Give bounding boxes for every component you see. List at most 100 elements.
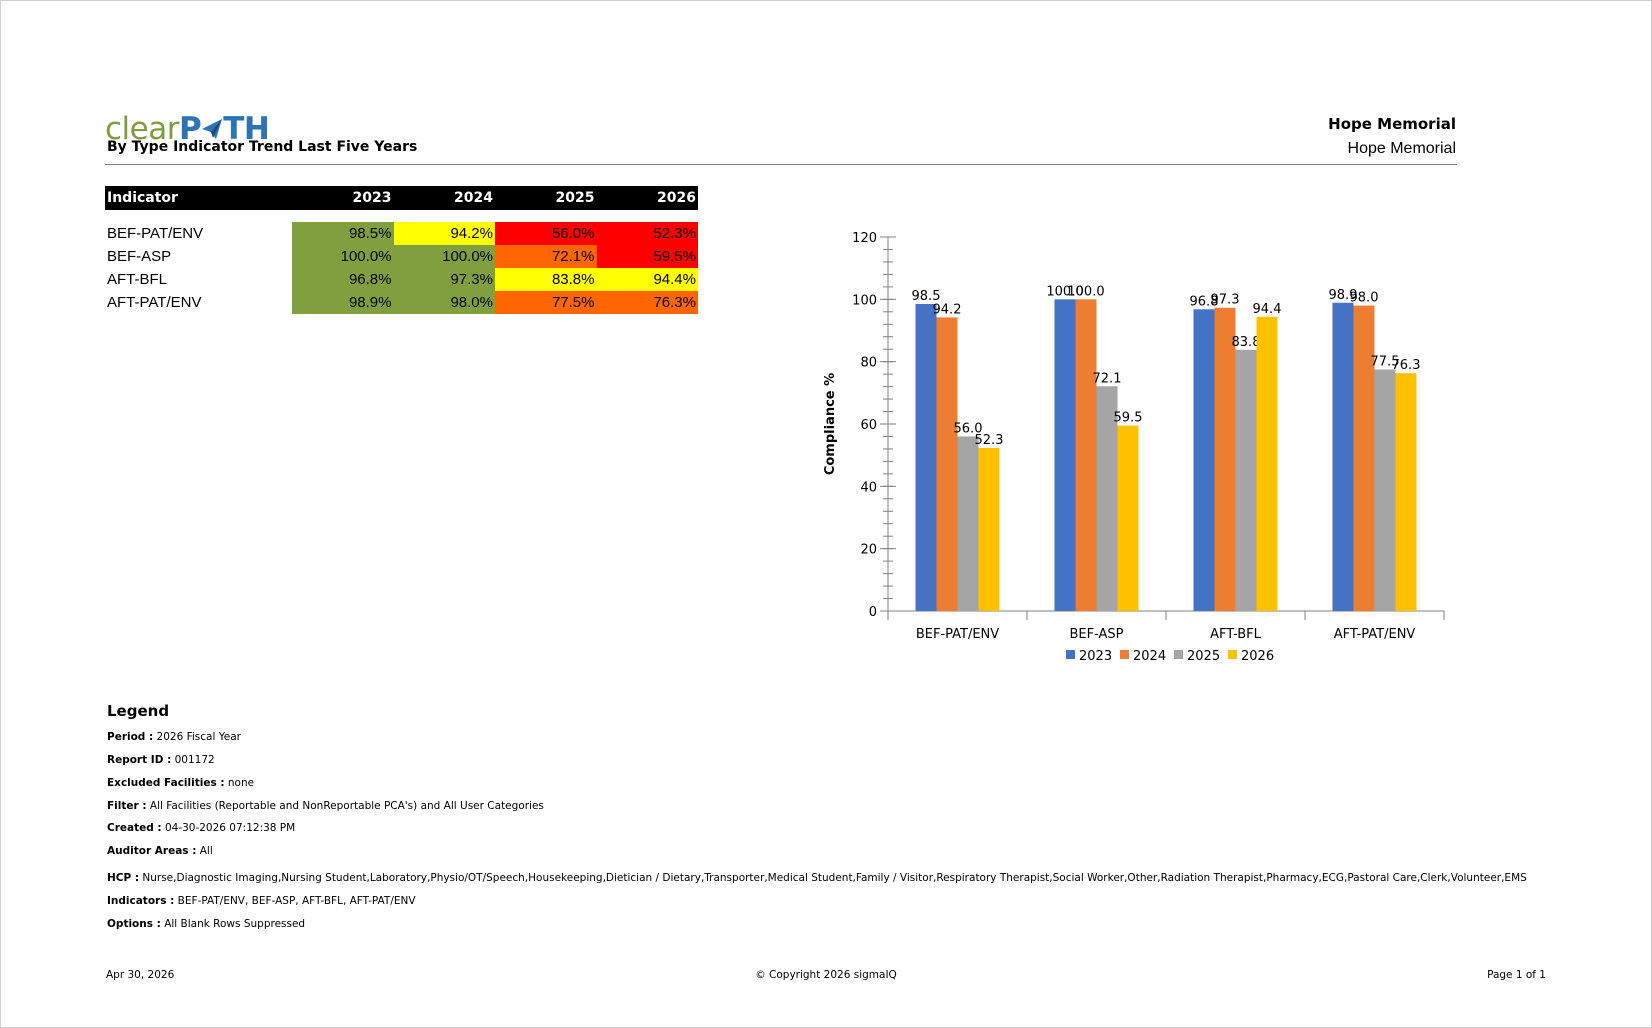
- logo-text-clear: clear: [105, 111, 179, 147]
- report-title: By Type Indicator Trend Last Five Years: [107, 139, 418, 155]
- legend-value: 001172: [174, 754, 215, 766]
- indicator-name: BEF-PAT/ENV: [107, 225, 204, 242]
- compliance-cell: 76.3%: [596, 291, 698, 314]
- legend-value: BEF-PAT/ENV, BEF-ASP, AFT-BFL, AFT-PAT/E…: [177, 895, 416, 907]
- bar: [915, 304, 937, 611]
- legend-key: Period :: [107, 731, 154, 743]
- header-year: 2024: [454, 190, 493, 206]
- data-label: 98.5: [912, 289, 941, 304]
- y-tick-label: 100: [852, 293, 877, 308]
- x-tick-label: AFT-PAT/ENV: [1334, 627, 1416, 642]
- compliance-cell: 96.8%: [292, 268, 394, 291]
- indicator-table: Indicator 2023 2024 2025 2026 BEF-PAT/EN…: [105, 186, 698, 314]
- bar: [1332, 302, 1354, 611]
- legend-key: HCP :: [107, 872, 140, 884]
- compliance-cell: 59.5%: [596, 245, 698, 268]
- data-label: 98.0: [1350, 291, 1379, 306]
- data-label: 98.9: [1329, 288, 1358, 303]
- x-tick-label: BEF-PAT/ENV: [916, 627, 999, 642]
- paper-plane-icon: [202, 119, 223, 139]
- indicator-name: BEF-ASP: [107, 248, 172, 265]
- legend-swatch: [1120, 650, 1129, 659]
- compliance-cell: 94.4%: [596, 268, 698, 291]
- legend-value: All: [199, 845, 213, 857]
- y-tick-label: 80: [860, 356, 877, 371]
- facility-subtitle: Hope Memorial: [1347, 140, 1456, 157]
- legend-key: Filter :: [107, 800, 147, 812]
- bar: [1117, 425, 1139, 611]
- y-tick-label: 120: [852, 231, 877, 246]
- legend-value: All Blank Rows Suppressed: [164, 918, 306, 930]
- legend-key: Excluded Facilities :: [107, 777, 225, 789]
- facility-title: Hope Memorial: [1328, 115, 1456, 133]
- bar: [1054, 299, 1076, 611]
- data-label: 96.8: [1190, 294, 1219, 309]
- legend-line: Period : 2026 Fiscal Year: [107, 731, 241, 743]
- y-tick-label: 0: [869, 605, 877, 620]
- legend-key: Auditor Areas :: [107, 845, 197, 857]
- legend-entry: 2025: [1187, 649, 1220, 664]
- legend-line: Filter : All Facilities (Reportable and …: [107, 800, 544, 812]
- legend-line: Excluded Facilities : none: [107, 777, 254, 789]
- data-label: 77.5: [1371, 354, 1400, 369]
- bar: [1374, 369, 1396, 611]
- logo-text-th: TH: [223, 111, 270, 147]
- data-label: 72.1: [1093, 371, 1122, 386]
- compliance-cell: 56.0%: [495, 222, 597, 245]
- bar: [1193, 309, 1215, 611]
- legend-entry: 2024: [1133, 649, 1166, 664]
- legend-entry: 2026: [1241, 649, 1274, 664]
- data-label: 76.3: [1392, 358, 1421, 373]
- compliance-cell: 100.0%: [292, 245, 394, 268]
- legend-value: 04-30-2026 07:12:38 PM: [164, 822, 296, 834]
- y-tick-label: 40: [860, 480, 877, 495]
- bar: [1395, 373, 1417, 611]
- legend-value: All Facilities (Reportable and NonReport…: [149, 800, 544, 812]
- compliance-cell: 98.0%: [393, 291, 495, 314]
- legend-swatch: [1174, 650, 1183, 659]
- header-divider: [105, 164, 1457, 165]
- legend-key: Created :: [107, 822, 162, 834]
- compliance-cell: 97.3%: [393, 268, 495, 291]
- legend-key: Options :: [107, 918, 161, 930]
- x-tick-label: AFT-BFL: [1210, 627, 1262, 642]
- legend-line: HCP : Nurse,Diagnostic Imaging,Nursing S…: [107, 872, 1527, 884]
- header-year: 2023: [352, 190, 392, 206]
- indicator-table-body: BEF-PAT/ENV 98.5% 94.2% 56.0% 52.3% BEF-ASP 10…: [105, 222, 698, 314]
- indicator-name: AFT-BFL: [107, 271, 168, 288]
- bar: [1256, 316, 1278, 611]
- legend-key: Report ID :: [107, 754, 172, 766]
- legend-line: Report ID : 001172: [107, 754, 215, 766]
- bar: [1214, 307, 1236, 611]
- indicator-table-header: Indicator 2023 2024 2025 2026: [105, 186, 698, 210]
- footer-date: Apr 30, 2026: [106, 969, 175, 981]
- legend-title: Legend: [107, 702, 170, 720]
- legend-value: none: [227, 777, 255, 789]
- legend-swatch: [1066, 650, 1075, 659]
- x-tick-label: BEF-ASP: [1070, 627, 1124, 642]
- data-label: 52.3: [975, 433, 1004, 448]
- bar: [978, 447, 1000, 611]
- y-axis-title: Compliance %: [823, 373, 838, 475]
- data-label: 94.2: [933, 302, 962, 317]
- data-label: 59.5: [1114, 411, 1143, 426]
- bar: [936, 317, 958, 611]
- y-tick-label: 60: [860, 418, 877, 433]
- footer-page-number: Page 1 of 1: [1487, 969, 1546, 981]
- legend-value: Nurse,Diagnostic Imaging,Nursing Student…: [142, 872, 1527, 884]
- table-row: AFT-PAT/ENV 98.9% 98.0% 77.5% 76.3%: [105, 291, 698, 314]
- compliance-cell: 72.1%: [495, 245, 597, 268]
- indicator-name: AFT-PAT/ENV: [107, 294, 202, 311]
- data-label: 56.0: [954, 421, 983, 436]
- legend-line: Indicators : BEF-PAT/ENV, BEF-ASP, AFT-B…: [107, 895, 416, 907]
- legend-swatch: [1228, 650, 1237, 659]
- bar: [957, 436, 979, 611]
- logo-text-p: P: [178, 111, 202, 147]
- table-row: BEF-PAT/ENV 98.5% 94.2% 56.0% 52.3%: [105, 222, 698, 245]
- footer-copyright: © Copyright 2026 sigmaIQ: [755, 969, 897, 981]
- compliance-cell: 94.2%: [393, 222, 495, 245]
- header-year: 2025: [555, 190, 595, 206]
- compliance-cell: 100.0%: [393, 245, 495, 268]
- bar: [1096, 386, 1118, 611]
